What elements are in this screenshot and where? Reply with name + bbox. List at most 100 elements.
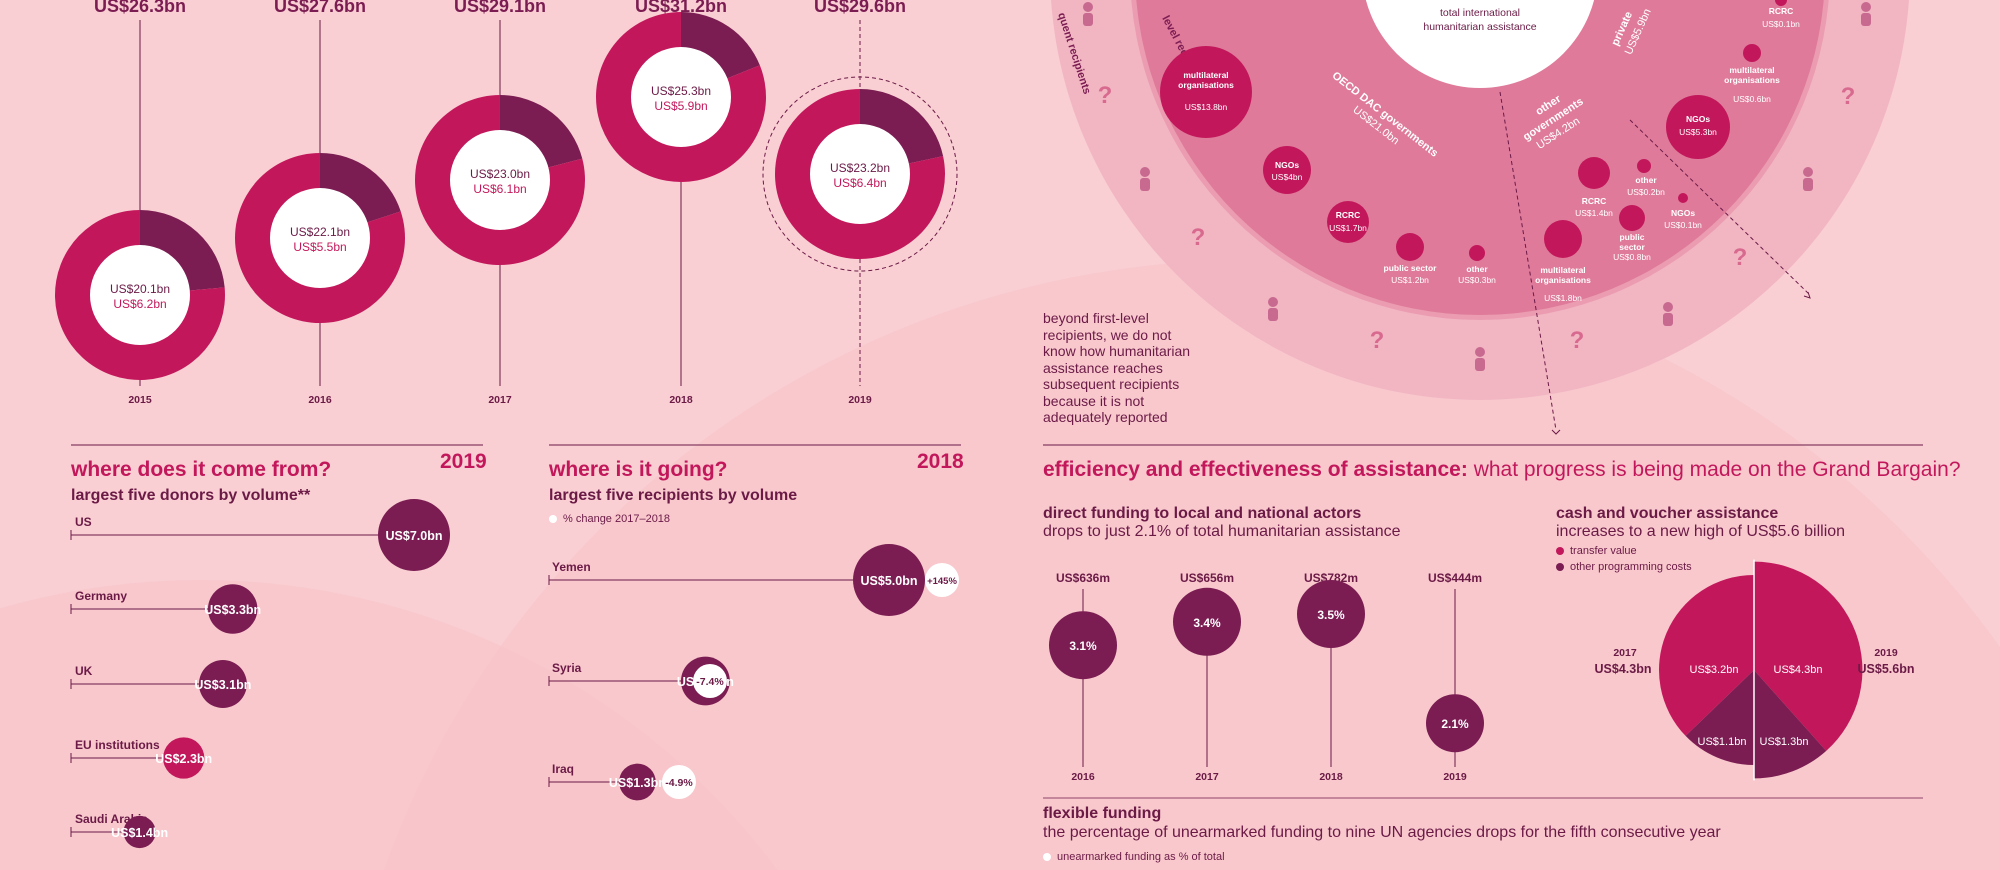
efficiency-title-rest: what progress is being made on the Grand… [1473, 458, 1961, 481]
donut-private-value: US$6.4bn [833, 176, 886, 190]
recipient-name: Yemen [552, 560, 591, 574]
donut-governments-value: US$22.1bn [290, 225, 350, 239]
recipient-bubble-label: sector [1619, 242, 1645, 252]
recipient-bubble [1743, 44, 1761, 62]
local-year: 2017 [1195, 771, 1219, 783]
donor-bubble [163, 737, 205, 779]
cash-2019-transfer-value: US$4.3bn [1774, 664, 1823, 676]
recipients-legend-label: % change 2017–2018 [563, 513, 671, 525]
timeline-year: 2016 [308, 394, 332, 406]
person-icon [1803, 178, 1813, 191]
person-icon [1083, 2, 1093, 12]
timeline-year: 2017 [488, 394, 512, 406]
recipient-bubble-value: US$0.3bn [1458, 275, 1496, 285]
flow-arrow [1499, 91, 1557, 431]
flexible-title: flexible funding [1043, 805, 1162, 822]
recipient-bubble-value: US$1.7bn [1329, 223, 1367, 233]
recipient-bubble [1396, 233, 1424, 261]
unknown-mark: ? [1841, 83, 1856, 110]
timeline-total: US$27.6bn [274, 0, 366, 16]
change-value: +145% [927, 576, 957, 587]
local-amount: US$444m [1428, 571, 1482, 585]
ring-first-level-fill [1136, 0, 1824, 315]
donor-value: US$2.3bn [155, 752, 212, 766]
cash-2017-other-value: US$1.1bn [1698, 736, 1747, 748]
recipient-bubble-label: public [1619, 232, 1644, 242]
cash-2019-other-slice [1754, 670, 1827, 779]
recipient-bubble [1544, 220, 1582, 258]
unknown-mark: ? [1570, 327, 1585, 354]
flows-center [1365, 0, 1595, 88]
local-amount: US$656m [1180, 571, 1234, 585]
person-icon [1861, 2, 1871, 12]
recipient-bubble-label: organisations [1178, 80, 1234, 90]
recipient-bubble [1469, 245, 1485, 261]
change-value: -4.9% [665, 777, 693, 789]
cash-legend-transfer: transfer value [1556, 545, 1637, 557]
donor-bubble [207, 584, 258, 634]
recipient-bubble [1578, 157, 1610, 189]
timeline-total: US$29.1bn [454, 0, 546, 16]
local-pct: 3.4% [1193, 616, 1221, 630]
recipient-bubble [1637, 159, 1651, 173]
recipient-bubble [1666, 95, 1730, 159]
local-pct: 2.1% [1441, 717, 1469, 731]
local-year: 2016 [1071, 771, 1095, 783]
recipient-bubble [1619, 205, 1645, 231]
flows-center-label: total international [1440, 7, 1520, 19]
cash-2017-total: US$4.3bn [1595, 662, 1652, 676]
recipients-year: 2018 [917, 450, 964, 473]
efficiency-title-bold: efficiency and effectiveness of assistan… [1043, 458, 1468, 481]
recipient-bubble-value: US$0.2bn [1627, 187, 1665, 197]
timeline-total: US$26.3bn [94, 0, 186, 16]
legend-dot-icon [549, 515, 557, 524]
recipient-bubble-value: US$5.3bn [1679, 127, 1717, 137]
legend-dot-icon [1556, 547, 1564, 556]
recipient-bubble-value: US$0.1bn [1664, 220, 1702, 230]
change-bubble [662, 765, 696, 799]
change-bubble [925, 563, 959, 597]
donut-private-value: US$5.5bn [293, 240, 346, 254]
donut-hole [631, 47, 731, 147]
recipient-name: Syria [552, 661, 582, 675]
unknown-mark: ? [1191, 224, 1206, 251]
donut-hole [270, 188, 370, 288]
donor-name: Germany [75, 589, 127, 603]
timeline-year: 2015 [128, 394, 152, 406]
local-year: 2019 [1443, 771, 1467, 783]
cash-legend-transfer-label: transfer value [1570, 545, 1637, 557]
cash-legend-other-label: other programming costs [1570, 561, 1692, 573]
person-icon [1803, 167, 1813, 177]
flows-center-label: humanitarian assistance [1423, 21, 1536, 33]
recipient-bubble-label: NGOs [1275, 160, 1299, 170]
recipient-bubble-value: US$1.4bn [1575, 208, 1613, 218]
donut-hole [450, 130, 550, 230]
person-icon [1140, 178, 1150, 191]
legend-dot-icon [1043, 853, 1051, 862]
unknown-mark: ? [1370, 327, 1385, 354]
person-icon [1861, 13, 1871, 26]
recipient-bubble-label: NGOs [1671, 208, 1695, 218]
recipient-bubble-label: organisations [1724, 75, 1780, 85]
cash-subtitle: increases to a new high of US$5.6 billio… [1556, 523, 1846, 540]
recipient-bubble [1678, 193, 1688, 203]
donor-bubble [378, 499, 450, 571]
cash-2017-year: 2017 [1613, 647, 1637, 659]
cash-2017-transfer-value: US$3.2bn [1690, 664, 1739, 676]
recipient-bubble-label: NGOs [1686, 114, 1710, 124]
donut-governments-value: US$23.0bn [470, 167, 530, 181]
donor-name: UK [75, 664, 93, 678]
local-bubble [1426, 694, 1484, 753]
donors-year: 2019 [440, 450, 487, 473]
recipient-bubble [619, 763, 656, 801]
local-amount: US$636m [1056, 571, 1110, 585]
donor-name: US [75, 515, 92, 529]
recipient-bubble-label: multilateral [1540, 265, 1585, 275]
donor-bubble [198, 660, 247, 708]
recipient-value: US$1.3bn [609, 776, 666, 790]
donut-governments-value: US$25.3bn [651, 84, 711, 98]
flows-center-value: US$31.2bn [1434, 0, 1526, 2]
cash-2019-year: 2019 [1874, 647, 1898, 659]
recipient-bubble-value: US$1.2bn [1391, 275, 1429, 285]
